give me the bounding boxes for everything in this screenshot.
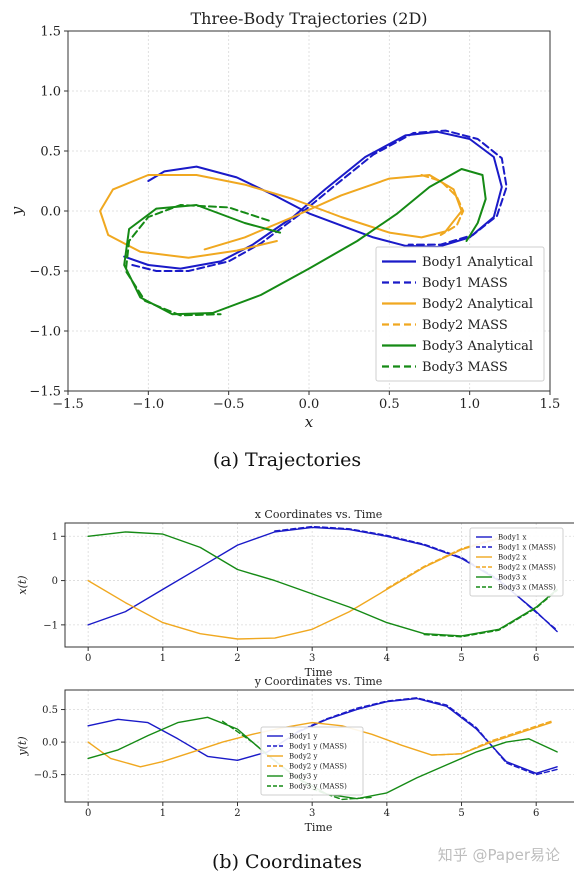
y-tick-label-2: 0.5 [42,705,58,716]
y-tick-label-0: −1.5 [29,385,61,400]
y-axis-label: y(t) [16,736,29,756]
chart-title: Three-Body Trajectories (2D) [190,9,427,28]
legend: Body1 Analytical Body1 MASS Body2 Analytic… [375,246,545,382]
series-5-line [221,720,373,801]
x-tick-label-3: 3 [309,653,315,664]
x-tick-label-6: 1.5 [540,397,561,412]
legend-label-1: Body1 y (MASS) [289,742,347,750]
chart-2: 0 1 2 3 4 5 6 −1 0 1 x Coordinates vs. Time Time x(t… [16,508,574,679]
legend-label-4: Body3 y [289,772,317,780]
x-tick-label-2: 2 [234,808,240,819]
y-tick-label-4: 0.5 [40,145,61,160]
series-3-line [420,174,465,236]
x-tick-label-1: 1 [160,653,166,664]
series-5-line [423,589,558,638]
x-tick-label-2: 2 [234,653,240,664]
x-tick-label-5: 1.0 [459,397,480,412]
series-2-line [87,537,500,640]
legend-label-2: Body2 x [498,553,526,561]
chart-1: −1.5 −1.0 −0.5 0.0 0.5 1.0 1.5 −1.5 −1.0 −0.5 0.0 0… [8,9,560,431]
series-group [99,129,508,317]
y-tick-label-2: −0.5 [29,265,61,280]
legend-label-0: Body1 y [289,732,317,740]
y-tick-label-2: 1 [52,532,58,543]
legend-label-4: Body3 x [498,573,526,581]
x-tick-label-5: 5 [458,808,464,819]
legend-label-4: Body3 Analytical [422,339,533,354]
x-tick-label-1: 1 [160,808,166,819]
series-0-line [123,130,503,270]
legend-label-3: Body2 y (MASS) [289,762,347,770]
x-tick-label-0: 0 [85,808,91,819]
x-tick-label-6: 6 [533,808,539,819]
x-axis-label: Time [305,666,333,679]
series-5-line [124,204,270,317]
x-axis-label: x [305,413,314,431]
legend-label-3: Body2 x (MASS) [498,563,556,571]
legend-box [375,246,545,382]
legend: Body1 x Body1 x (MASS) Body2 x Body2 x (MAS… [469,527,564,597]
y-tick-label-1: 0.0 [42,738,58,749]
caption-a: (a) Trajectories [212,449,362,471]
watermark: 知乎 @Paper易论 [437,846,560,864]
legend-label-1: Body1 x (MASS) [498,543,556,551]
x-axis-label: Time [305,821,333,834]
legend-label-3: Body2 MASS [422,318,508,333]
x-tick-label-1: −1.0 [133,397,165,412]
legend-label-1: Body1 MASS [422,276,508,291]
legend-label-5: Body3 MASS [422,360,508,375]
x-tick-label-4: 4 [384,653,390,664]
series-1-line [274,525,558,631]
series-2-line [99,174,463,259]
legend: Body1 y Body1 y (MASS) Body2 y Body2 y (MAS… [260,726,364,796]
chart-title: y Coordinates vs. Time [254,675,383,688]
legend-label-2: Body2 Analytical [422,297,533,312]
series-3-line [431,720,552,756]
legend-label-0: Body1 Analytical [422,255,533,270]
x-tick-label-4: 4 [384,808,390,819]
x-tick-label-4: 0.5 [379,397,400,412]
y-axis-label: x(t) [16,575,29,594]
series-4-line [87,531,558,637]
y-tick-label-0: −0.5 [34,770,58,781]
x-tick-label-3: 3 [309,808,315,819]
chart-3: 0 1 2 3 4 5 6 −0.5 0.0 0.5 y Coordinates vs. Time T… [16,675,574,834]
legend-label-5: Body3 x (MASS) [498,583,556,591]
y-tick-label-3: 0.0 [40,205,61,220]
y-axis-label: y [8,206,26,216]
x-tick-label-3: 0.0 [299,397,320,412]
chart-title: x Coordinates vs. Time [255,508,383,521]
y-tick-label-5: 1.0 [40,85,61,100]
plot-frame [64,522,574,648]
y-tick-label-6: 1.5 [40,25,61,40]
caption-b: (b) Coordinates [212,851,362,873]
legend-label-5: Body3 y (MASS) [289,782,347,790]
legend-label-2: Body2 y [289,752,317,760]
plot-frame [64,689,574,803]
x-tick-label-5: 5 [458,653,464,664]
x-tick-label-2: −0.5 [213,397,245,412]
legend-label-0: Body1 x [498,533,526,541]
series-1-line [131,129,508,272]
x-tick-label-0: 0 [85,653,91,664]
y-tick-label-1: −1.0 [29,325,61,340]
y-tick-label-0: −1 [43,620,58,631]
series-1-line [296,697,558,776]
x-tick-label-0: −1.5 [52,397,84,412]
x-tick-label-6: 6 [533,653,539,664]
legend-box [469,527,564,597]
series-4-line [123,168,487,316]
legend-box [260,726,364,796]
y-tick-label-1: 0 [52,576,58,587]
